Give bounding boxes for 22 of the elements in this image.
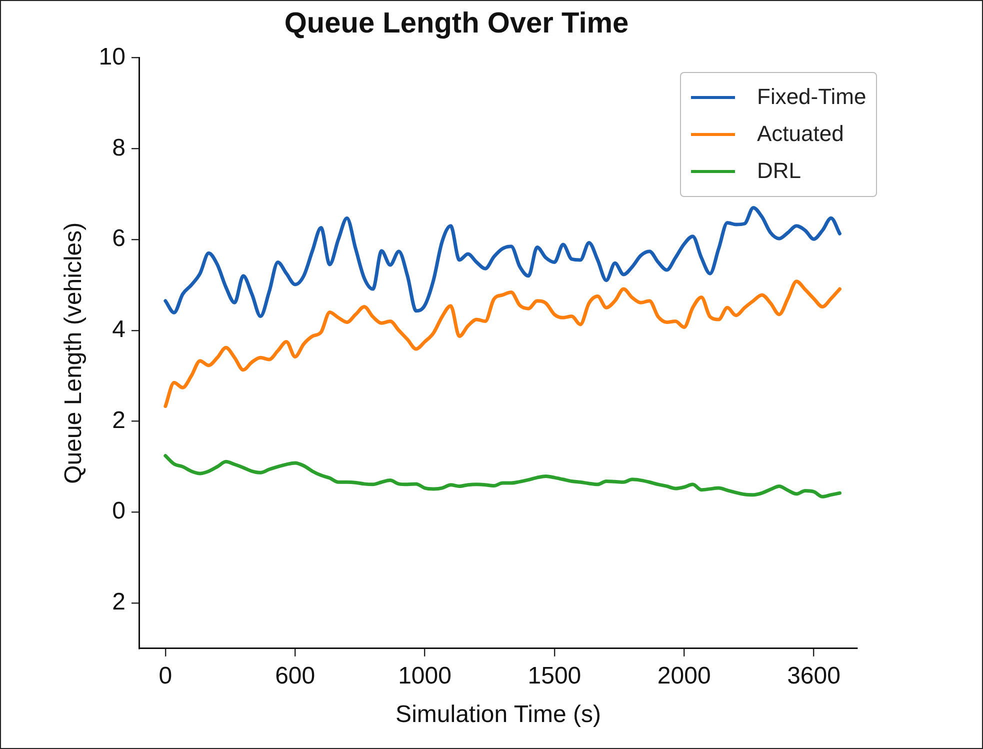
y-tick-label: 10 xyxy=(98,43,126,70)
line-series xyxy=(164,206,842,318)
y-tick-label: 6 xyxy=(112,225,126,252)
x-tick-label: 3600 xyxy=(787,662,840,690)
x-tick-label: 1000 xyxy=(398,662,452,690)
x-tick-label: 0 xyxy=(158,662,172,690)
legend-label: Fixed-Time xyxy=(757,84,866,110)
x-tick-label: 2000 xyxy=(657,662,711,690)
line-series xyxy=(164,280,842,408)
y-tick-label: 2 xyxy=(112,406,126,434)
line-series xyxy=(164,454,842,498)
y-tick-label: 8 xyxy=(112,134,126,162)
y-tick-label: 4 xyxy=(112,316,126,344)
x-tick-label: 1500 xyxy=(528,662,582,690)
legend-label: DRL xyxy=(757,158,802,184)
y-tick-label: 0 xyxy=(112,498,126,525)
chart-title: Queue Length Over Time xyxy=(284,7,629,40)
x-tick-label: 600 xyxy=(275,662,316,690)
y-tick-label: 2 xyxy=(112,588,126,616)
legend-label: Actuated xyxy=(757,121,844,148)
x-axis-title: Simulation Time (s) xyxy=(396,701,601,728)
y-axis-title: Queue Length (vehicles) xyxy=(60,222,88,484)
